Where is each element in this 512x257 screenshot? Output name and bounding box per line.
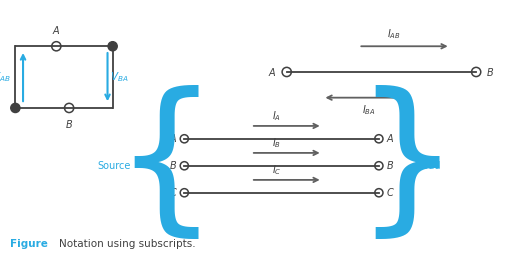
Text: $I_C$: $I_C$ xyxy=(272,163,281,177)
Text: A: A xyxy=(170,134,177,144)
Ellipse shape xyxy=(11,103,20,113)
Ellipse shape xyxy=(108,42,117,51)
Text: $I_{BA}$: $I_{BA}$ xyxy=(362,103,375,117)
Text: $V_{AB}$: $V_{AB}$ xyxy=(0,70,10,84)
Text: Figure: Figure xyxy=(10,239,48,249)
Text: $A$: $A$ xyxy=(268,66,276,78)
Text: B: B xyxy=(387,161,393,171)
Text: A: A xyxy=(387,134,393,144)
Text: $I_{AB}$: $I_{AB}$ xyxy=(388,27,401,41)
Text: Notation using subscripts.: Notation using subscripts. xyxy=(59,239,196,249)
Text: $B$: $B$ xyxy=(65,118,73,130)
Text: $\{$: $\{$ xyxy=(113,86,199,245)
Text: C: C xyxy=(387,188,393,198)
Text: $A$: $A$ xyxy=(52,24,60,36)
Text: $B$: $B$ xyxy=(486,66,495,78)
Text: C: C xyxy=(170,188,177,198)
Text: Load: Load xyxy=(417,161,441,171)
Text: $V_{BA}$: $V_{BA}$ xyxy=(110,70,129,84)
Text: $I_A$: $I_A$ xyxy=(272,109,281,123)
Text: Source: Source xyxy=(97,161,131,171)
Text: B: B xyxy=(170,161,177,171)
Text: $\}$: $\}$ xyxy=(354,86,440,245)
Text: $I_B$: $I_B$ xyxy=(272,136,281,150)
